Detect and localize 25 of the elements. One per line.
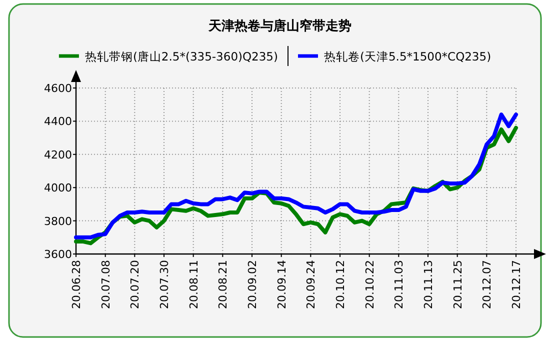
x-tick-label: 20.11.25	[451, 260, 464, 309]
x-tick-label: 20.08.21	[216, 260, 230, 309]
x-tick-label: 20.12.17	[510, 260, 523, 309]
x-tick-label: 20.07.30	[158, 260, 171, 309]
x-tick-label: 20.09.02	[246, 260, 259, 309]
legend-label: 热轧带钢(唐山2.5*(335-360)Q235)	[84, 50, 278, 64]
y-tick-label: 3600	[44, 248, 72, 261]
y-tick-label: 4400	[44, 115, 72, 128]
x-tick-label: 20.11.03	[392, 260, 406, 309]
x-tick-label: 20.12.07	[480, 260, 494, 309]
x-tick-label: 20.10.12	[334, 260, 347, 309]
x-tick-label: 20.07.20	[128, 260, 142, 309]
x-tick-label: 20.07.08	[99, 260, 112, 309]
x-tick-label: 20.08.11	[187, 260, 200, 309]
y-tick-label: 4600	[44, 82, 72, 95]
x-tick-label: 20.10.22	[363, 260, 376, 309]
x-tick-label: 20.11.13	[422, 260, 435, 309]
x-tick-label: 20.09.24	[304, 260, 318, 309]
y-tick-label: 4200	[44, 148, 72, 162]
y-tick-label: 4000	[44, 182, 72, 195]
x-tick-label: 20.09.14	[275, 260, 288, 309]
legend-label: 热轧卷(天津5.5*1500*CQ235)	[324, 50, 492, 64]
y-tick-label: 3800	[44, 214, 72, 228]
chart-title: 天津热卷与唐山窄带走势	[208, 18, 352, 34]
x-tick-label: 20.06.28	[70, 260, 83, 309]
